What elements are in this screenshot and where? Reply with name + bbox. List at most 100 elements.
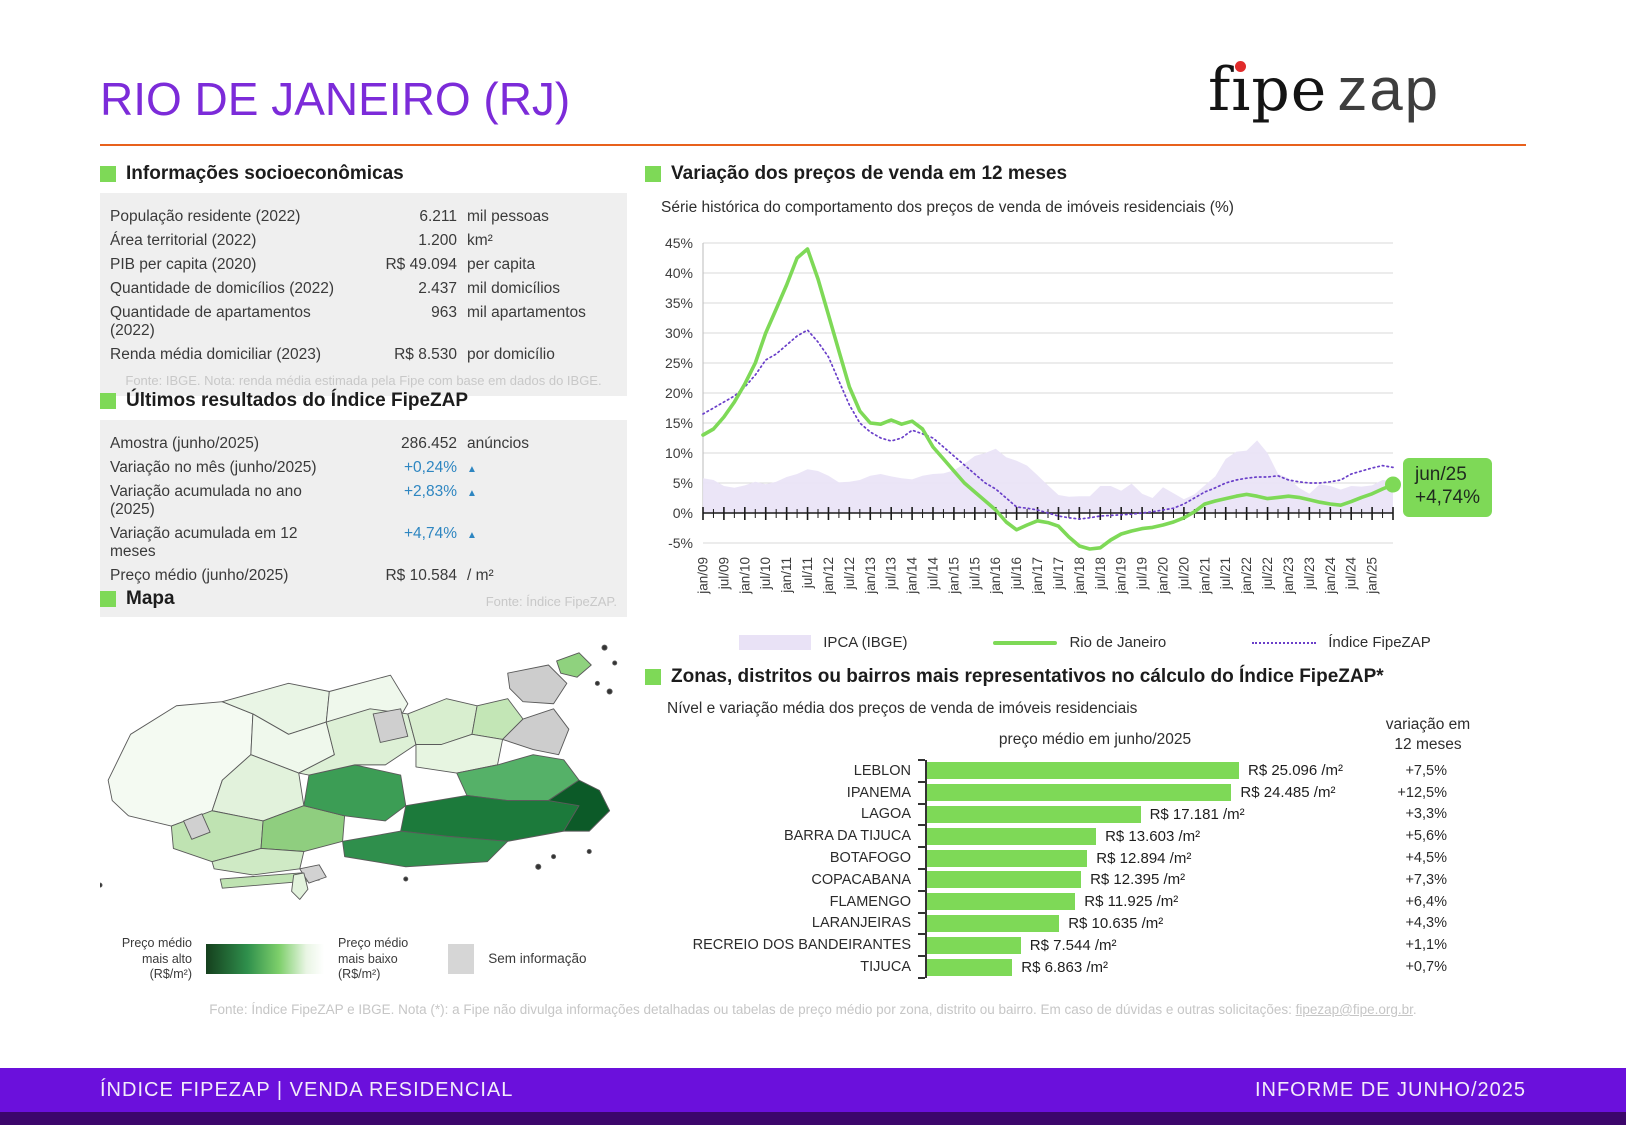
zone-row: LARANJEIRAS R$ 10.635 /m² +4,3% bbox=[645, 911, 1447, 935]
row-value: R$ 8.530 bbox=[394, 346, 457, 363]
zone-variation: +3,3% bbox=[1405, 806, 1447, 823]
zone-variation: +12,5% bbox=[1397, 784, 1447, 801]
row-unit: por domicílio bbox=[467, 346, 555, 363]
zone-price: R$ 11.925 /m² bbox=[1084, 893, 1179, 911]
zone-price: R$ 7.544 /m² bbox=[1029, 936, 1117, 954]
zone-bar bbox=[927, 784, 1232, 802]
zone-bar-track: R$ 10.635 /m² bbox=[918, 911, 1357, 935]
row-value: 286.452 bbox=[400, 435, 457, 452]
table-row: Quantidade de apartamentos (2022) 963 mil … bbox=[110, 301, 617, 343]
zones-subtitle: Nível e variação média dos preços de ven… bbox=[667, 700, 1138, 717]
table-row: Variação no mês (junho/2025) +0,24% ▲ bbox=[110, 456, 617, 480]
indice-section-header: Últimos resultados do Índice FipeZAP bbox=[100, 390, 468, 412]
indice-footnote: Fonte: Índice FipeZAP. bbox=[485, 594, 617, 609]
zone-name: TIJUCA bbox=[860, 959, 911, 976]
svg-text:jul/24: jul/24 bbox=[1344, 557, 1359, 591]
row-value: 963 bbox=[431, 304, 457, 321]
zone-variation: +5,6% bbox=[1405, 828, 1447, 845]
row-label: Quantidade de apartamentos (2022) bbox=[110, 304, 311, 339]
green-square-icon bbox=[645, 166, 661, 182]
row-label: Variação acumulada em 12 meses bbox=[110, 525, 298, 560]
row-unit: anúncios bbox=[467, 435, 530, 452]
zone-price: R$ 12.894 /m² bbox=[1096, 849, 1192, 867]
socio-panel: População residente (2022) 6.211 mil pesso… bbox=[100, 193, 627, 396]
svg-text:jan/22: jan/22 bbox=[1239, 557, 1254, 595]
svg-text:20%: 20% bbox=[665, 385, 693, 401]
email-link[interactable]: fipezap@fipe.org.br bbox=[1295, 1002, 1413, 1017]
row-value: +4,74% bbox=[403, 525, 457, 542]
socio-title: Informações socioeconômicas bbox=[126, 163, 404, 184]
svg-text:-5%: -5% bbox=[668, 535, 693, 551]
zone-name: LARANJEIRAS bbox=[811, 915, 911, 932]
row-label: Variação no mês (junho/2025) bbox=[110, 459, 317, 476]
map-title: Mapa bbox=[126, 588, 175, 609]
indice-table: Amostra (junho/2025) 286.452 anúncios Varia… bbox=[110, 432, 617, 588]
row-unit: / m² bbox=[467, 567, 494, 584]
zone-price: R$ 6.863 /m² bbox=[1021, 958, 1109, 976]
svg-text:jul/18: jul/18 bbox=[1093, 557, 1108, 590]
zone-row: LAGOA R$ 17.181 /m² +3,3% bbox=[645, 802, 1447, 826]
svg-text:jan/13: jan/13 bbox=[863, 557, 878, 595]
svg-text:jul/11: jul/11 bbox=[800, 557, 815, 589]
zone-price: R$ 25.096 /m² bbox=[1248, 762, 1344, 780]
fipezap-logo: fıpe zap bbox=[1208, 55, 1440, 125]
table-row: Amostra (junho/2025) 286.452 anúncios bbox=[110, 432, 617, 456]
zone-bar bbox=[927, 849, 1088, 867]
zone-variation: +7,3% bbox=[1405, 871, 1447, 888]
zone-row: TIJUCA R$ 6.863 /m² +0,7% bbox=[645, 955, 1447, 979]
socio-table: População residente (2022) 6.211 mil pesso… bbox=[110, 205, 617, 367]
legend-high-label: Preço médio mais alto (R$/m²) bbox=[121, 936, 192, 982]
zone-bar-track: R$ 12.894 /m² bbox=[918, 846, 1357, 869]
zone-row: RECREIO DOS BANDEIRANTES R$ 7.544 /m² +1,1… bbox=[645, 933, 1447, 957]
zone-variation: +0,7% bbox=[1405, 959, 1447, 976]
zone-price: R$ 24.485 /m² bbox=[1240, 784, 1336, 802]
row-unit: km² bbox=[467, 232, 493, 249]
svg-text:jul/13: jul/13 bbox=[884, 557, 899, 590]
row-label: PIB per capita (2020) bbox=[110, 256, 257, 273]
no-info-swatch bbox=[448, 944, 475, 975]
zone-variation: +1,1% bbox=[1405, 937, 1447, 954]
table-row: População residente (2022) 6.211 mil pesso… bbox=[110, 205, 617, 229]
zone-name: COPACABANA bbox=[811, 871, 911, 888]
green-square-icon bbox=[645, 669, 661, 685]
svg-text:jan/19: jan/19 bbox=[1114, 557, 1129, 595]
svg-text:40%: 40% bbox=[665, 265, 693, 281]
zone-variation: +6,4% bbox=[1405, 893, 1447, 910]
title-divider bbox=[100, 144, 1526, 146]
svg-text:jul/21: jul/21 bbox=[1218, 557, 1233, 590]
socio-footnote: Fonte: IBGE. Nota: renda média estimada … bbox=[125, 373, 602, 388]
indice-title: Últimos resultados do Índice FipeZAP bbox=[126, 390, 469, 411]
svg-text:jan/14: jan/14 bbox=[905, 557, 920, 595]
socio-section-header: Informações socioeconômicas bbox=[100, 163, 404, 185]
green-square-icon bbox=[100, 166, 116, 182]
row-unit: mil pessoas bbox=[467, 208, 549, 225]
zone-bar-track: R$ 6.863 /m² bbox=[918, 955, 1357, 979]
svg-text:jan/25: jan/25 bbox=[1365, 557, 1380, 595]
zone-bar bbox=[927, 762, 1239, 780]
map-legend: Preço médio mais alto (R$/m²) Preço médio m… bbox=[100, 936, 630, 983]
row-label: Quantidade de domicílios (2022) bbox=[110, 280, 335, 297]
svg-text:jan/15: jan/15 bbox=[946, 557, 961, 595]
indice-panel: Amostra (junho/2025) 286.452 anúncios Varia… bbox=[100, 420, 627, 617]
svg-text:jul/20: jul/20 bbox=[1176, 557, 1191, 590]
svg-text:45%: 45% bbox=[665, 235, 693, 251]
zone-bar bbox=[927, 914, 1060, 932]
svg-text:jul/19: jul/19 bbox=[1135, 557, 1150, 590]
zone-name: BARRA DA TIJUCA bbox=[783, 828, 911, 845]
fipezap-dotted-line-icon bbox=[1252, 641, 1317, 644]
table-row: Preço médio (junho/2025) R$ 10.584 / m² bbox=[110, 564, 617, 588]
footer-right-text: INFORME DE JUNHO/2025 bbox=[1254, 1078, 1526, 1101]
legend-item-fipezap: Índice FipeZAP bbox=[1252, 634, 1431, 651]
svg-text:jan/11: jan/11 bbox=[779, 557, 794, 594]
zone-name: BOTAFOGO bbox=[829, 850, 911, 867]
zone-bar bbox=[927, 893, 1076, 911]
zone-bar-track: R$ 7.544 /m² bbox=[918, 933, 1357, 957]
svg-text:10%: 10% bbox=[665, 445, 693, 461]
legend-item-rio: Rio de Janeiro bbox=[993, 634, 1166, 651]
chart-section-header: Variação dos preços de venda em 12 meses bbox=[645, 163, 1067, 185]
zone-variation: +4,5% bbox=[1405, 850, 1447, 867]
svg-text:jan/23: jan/23 bbox=[1281, 557, 1296, 595]
green-square-icon bbox=[100, 591, 116, 607]
row-label: Variação acumulada no ano (2025) bbox=[110, 483, 302, 518]
zone-name: RECREIO DOS BANDEIRANTES bbox=[692, 937, 911, 954]
